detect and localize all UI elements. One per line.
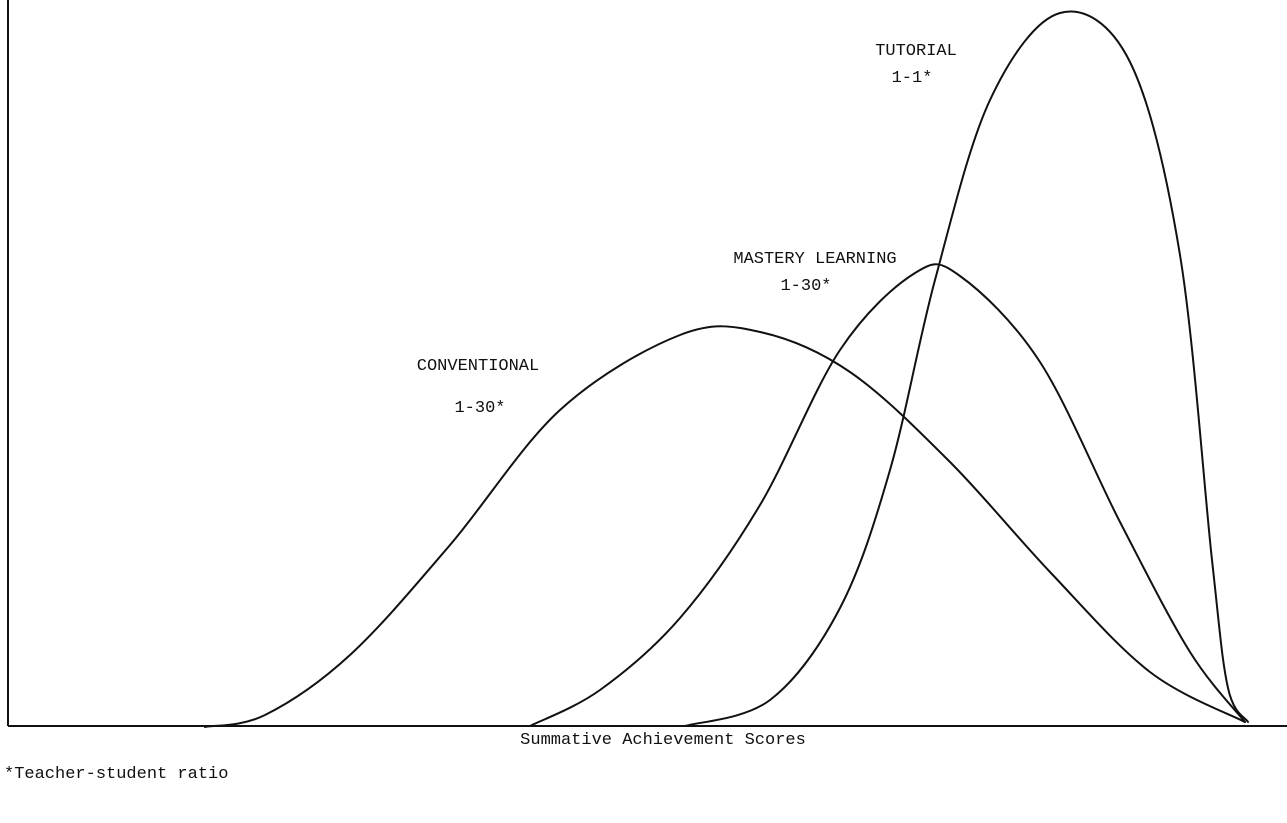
series-label: CONVENTIONAL bbox=[417, 357, 539, 376]
footnote: *Teacher-student ratio bbox=[4, 765, 228, 784]
distribution-curve bbox=[684, 10, 1249, 727]
distribution-curve bbox=[204, 325, 1246, 728]
series-ratio: 1-1* bbox=[892, 69, 933, 88]
series-label: MASTERY LEARNING bbox=[733, 250, 896, 269]
series-ratio: 1-30* bbox=[780, 277, 831, 296]
series-label: TUTORIAL bbox=[875, 42, 957, 61]
series-ratio: 1-30* bbox=[454, 399, 505, 418]
x-axis-label: Summative Achievement Scores bbox=[520, 731, 806, 750]
distribution-curve bbox=[529, 263, 1246, 727]
